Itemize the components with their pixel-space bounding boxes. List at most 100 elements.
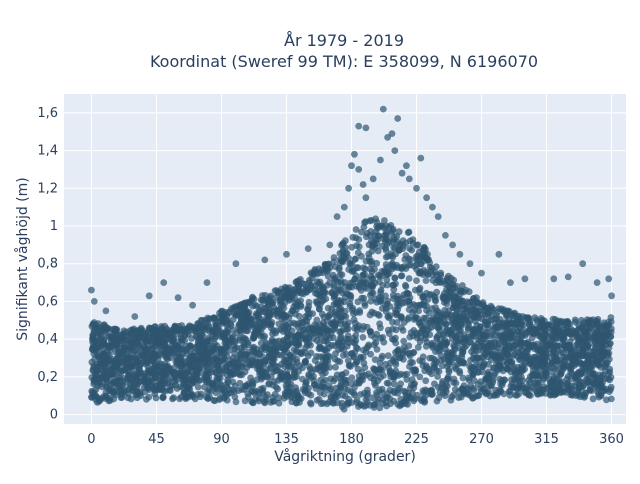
data-point <box>378 222 385 230</box>
data-point <box>360 278 367 286</box>
data-point <box>168 337 176 345</box>
data-point <box>457 393 465 401</box>
data-point <box>496 315 504 323</box>
data-point <box>566 353 574 361</box>
data-point <box>460 359 468 367</box>
data-point-outlier <box>391 147 399 155</box>
data-point <box>445 366 453 374</box>
data-point <box>190 350 198 357</box>
data-point <box>397 395 405 403</box>
data-point <box>513 392 521 399</box>
data-point <box>330 318 338 326</box>
data-point <box>244 309 252 317</box>
data-point <box>89 334 97 341</box>
data-point <box>195 377 202 384</box>
data-point <box>113 329 120 337</box>
data-point <box>326 364 334 371</box>
data-point <box>293 355 300 363</box>
data-point <box>199 337 207 345</box>
data-point <box>390 397 398 405</box>
data-point <box>391 389 398 397</box>
data-point <box>331 355 339 363</box>
data-point <box>594 374 601 382</box>
data-point <box>188 335 196 342</box>
data-point <box>329 334 337 342</box>
data-point <box>323 267 330 275</box>
data-point <box>299 319 307 326</box>
data-point <box>384 271 392 278</box>
data-point <box>240 341 248 349</box>
data-point <box>240 302 248 310</box>
data-point <box>485 368 492 376</box>
data-point <box>566 338 574 346</box>
data-point <box>407 358 414 366</box>
data-point <box>470 386 478 394</box>
data-point <box>271 390 279 398</box>
data-point-outlier <box>90 298 98 305</box>
data-point <box>229 338 237 346</box>
data-point <box>307 349 315 357</box>
data-point <box>286 331 294 339</box>
data-point <box>437 352 445 359</box>
data-point <box>295 338 303 346</box>
data-point <box>471 342 478 350</box>
data-point <box>196 343 204 351</box>
data-point <box>171 372 179 379</box>
data-point <box>269 398 277 405</box>
data-point-outlier <box>403 162 410 170</box>
data-point <box>358 294 366 302</box>
data-point <box>159 380 166 388</box>
data-point <box>335 265 343 273</box>
data-point <box>393 319 401 326</box>
y-tick-label: 0,8 <box>37 257 58 272</box>
data-point <box>584 344 591 352</box>
data-point <box>241 352 249 360</box>
data-point <box>113 340 120 348</box>
data-point <box>499 333 506 341</box>
data-point <box>164 345 172 353</box>
data-point <box>407 395 415 402</box>
data-point <box>417 269 425 277</box>
data-point <box>445 281 452 289</box>
data-point <box>229 316 237 323</box>
data-point <box>424 387 431 395</box>
data-point <box>500 308 508 316</box>
data-point <box>355 322 363 329</box>
data-point <box>405 342 413 350</box>
x-axis-label: Vågriktning (grader) <box>274 448 416 465</box>
data-point <box>382 301 389 309</box>
data-point <box>130 354 138 362</box>
data-point <box>375 312 383 319</box>
data-point <box>340 345 348 353</box>
data-point <box>344 332 352 340</box>
data-point <box>208 366 215 373</box>
data-point <box>575 341 582 349</box>
data-point <box>508 360 516 367</box>
data-point <box>444 375 451 383</box>
data-point <box>479 299 487 306</box>
data-point <box>189 393 197 401</box>
data-point <box>284 293 292 301</box>
data-point <box>507 331 515 339</box>
data-point <box>464 324 472 332</box>
data-point <box>451 302 459 310</box>
data-point <box>382 222 390 230</box>
data-point <box>424 250 431 258</box>
data-point <box>306 363 313 371</box>
data-point <box>607 314 615 321</box>
data-point <box>344 357 352 365</box>
data-point <box>241 335 249 342</box>
data-point <box>308 368 315 376</box>
data-point <box>472 392 480 400</box>
data-point <box>255 390 263 397</box>
data-point <box>176 395 184 403</box>
data-point <box>413 331 421 339</box>
data-point <box>345 283 353 291</box>
data-point <box>587 325 595 332</box>
data-point <box>309 325 317 333</box>
data-point <box>366 311 374 319</box>
data-point <box>255 312 263 320</box>
data-point <box>273 327 281 335</box>
data-point <box>297 276 304 283</box>
data-point <box>149 349 157 357</box>
